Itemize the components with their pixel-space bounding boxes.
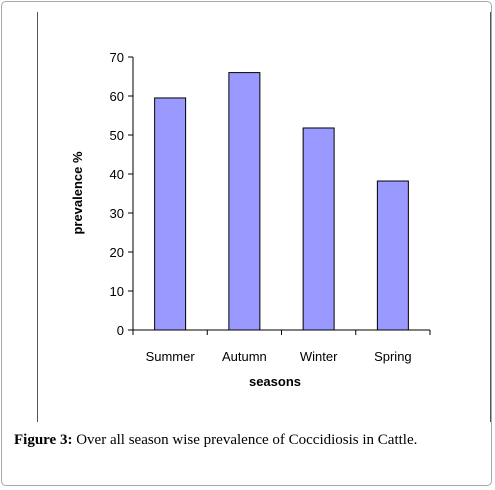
bar-spring bbox=[376, 180, 409, 331]
figure-caption: Figure 3: Over all season wise prevalenc… bbox=[14, 432, 484, 449]
y-tick-label: 20 bbox=[110, 245, 124, 260]
y-tick-label: 70 bbox=[110, 50, 124, 65]
caption-text: Over all season wise prevalence of Cocci… bbox=[72, 432, 418, 448]
y-tick-label: 50 bbox=[110, 128, 124, 143]
y-tick-label: 60 bbox=[110, 89, 124, 104]
x-tick-label-summer: Summer bbox=[146, 349, 196, 364]
x-axis-title: seasons bbox=[249, 374, 301, 389]
x-tick-label-spring: Spring bbox=[374, 349, 412, 364]
y-tick-label: 30 bbox=[110, 206, 124, 221]
y-tick-label: 40 bbox=[110, 167, 124, 182]
y-tick-label: 0 bbox=[117, 323, 124, 338]
x-tick-label-winter: Winter bbox=[300, 349, 338, 364]
bar-autumn bbox=[228, 72, 261, 331]
bar-chart: 0 10 20 30 40 50 60 70 Summer Autumn Winter Spring… bbox=[70, 50, 431, 389]
y-axis-title: prevalence % bbox=[70, 151, 85, 235]
x-tick-labels: Summer Autumn Winter Spring bbox=[132, 330, 431, 364]
y-ticks: 0 10 20 30 40 50 60 70 bbox=[110, 50, 133, 338]
chart-area-border bbox=[37, 12, 491, 422]
y-tick-label: 10 bbox=[110, 284, 124, 299]
bar-winter bbox=[302, 127, 335, 331]
bar-summer bbox=[154, 97, 187, 331]
bars bbox=[154, 72, 409, 331]
x-tick-label-autumn: Autumn bbox=[222, 349, 267, 364]
caption-label: Figure 3: bbox=[14, 432, 73, 448]
